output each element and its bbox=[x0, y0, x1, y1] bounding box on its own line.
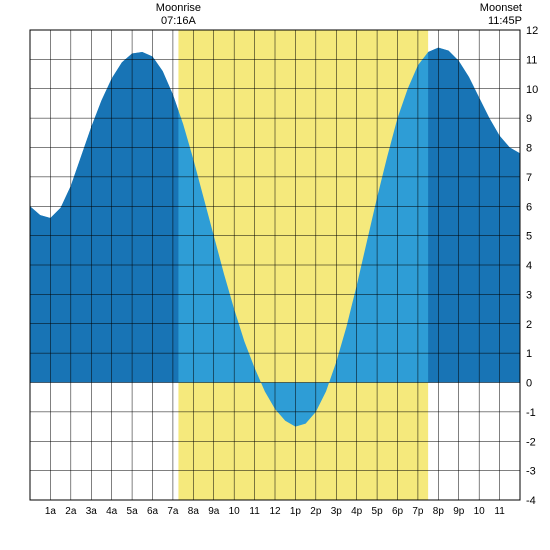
svg-text:-4: -4 bbox=[526, 495, 536, 507]
svg-text:6p: 6p bbox=[392, 506, 404, 517]
svg-text:3a: 3a bbox=[86, 506, 98, 517]
svg-text:8a: 8a bbox=[188, 506, 200, 517]
svg-text:4a: 4a bbox=[106, 506, 118, 517]
moonrise-time: 07:16A bbox=[148, 15, 208, 28]
svg-text:11: 11 bbox=[526, 54, 537, 66]
svg-text:9a: 9a bbox=[208, 506, 220, 517]
svg-text:9: 9 bbox=[526, 113, 532, 125]
svg-text:0: 0 bbox=[526, 378, 532, 390]
moonrise-title: Moonrise bbox=[148, 2, 208, 15]
svg-text:1a: 1a bbox=[45, 506, 57, 517]
moonset-title: Moonset bbox=[462, 2, 522, 15]
svg-text:5a: 5a bbox=[127, 506, 139, 517]
svg-text:4p: 4p bbox=[351, 506, 363, 517]
svg-text:7p: 7p bbox=[412, 506, 424, 517]
svg-text:7a: 7a bbox=[167, 506, 179, 517]
moonset-label: Moonset 11:45P bbox=[462, 2, 522, 28]
svg-text:10: 10 bbox=[526, 84, 538, 96]
svg-text:6a: 6a bbox=[147, 506, 159, 517]
svg-text:5p: 5p bbox=[372, 506, 384, 517]
svg-text:3p: 3p bbox=[331, 506, 343, 517]
svg-text:3: 3 bbox=[526, 289, 532, 301]
svg-text:7: 7 bbox=[526, 172, 532, 184]
svg-text:10: 10 bbox=[229, 506, 241, 517]
svg-text:12: 12 bbox=[269, 506, 281, 517]
chart-svg: -4-3-2-101234567891011121a2a3a4a5a6a7a8a… bbox=[0, 0, 550, 550]
svg-text:-2: -2 bbox=[526, 436, 536, 448]
svg-text:1: 1 bbox=[526, 348, 532, 360]
svg-text:10: 10 bbox=[474, 506, 486, 517]
svg-text:11: 11 bbox=[249, 506, 260, 517]
svg-text:-1: -1 bbox=[526, 407, 536, 419]
moonset-time: 11:45P bbox=[462, 15, 522, 28]
svg-text:8p: 8p bbox=[433, 506, 445, 517]
svg-text:2a: 2a bbox=[65, 506, 77, 517]
svg-text:11: 11 bbox=[494, 506, 505, 517]
svg-text:5: 5 bbox=[526, 231, 532, 243]
svg-text:9p: 9p bbox=[453, 506, 465, 517]
svg-text:-3: -3 bbox=[526, 466, 536, 478]
moonrise-label: Moonrise 07:16A bbox=[148, 2, 208, 28]
svg-text:4: 4 bbox=[526, 260, 532, 272]
svg-text:8: 8 bbox=[526, 143, 532, 155]
svg-text:2p: 2p bbox=[310, 506, 322, 517]
svg-text:6: 6 bbox=[526, 201, 532, 213]
svg-text:2: 2 bbox=[526, 319, 532, 331]
tide-chart: -4-3-2-101234567891011121a2a3a4a5a6a7a8a… bbox=[0, 0, 550, 550]
svg-text:12: 12 bbox=[526, 25, 538, 37]
svg-text:1p: 1p bbox=[290, 506, 302, 517]
